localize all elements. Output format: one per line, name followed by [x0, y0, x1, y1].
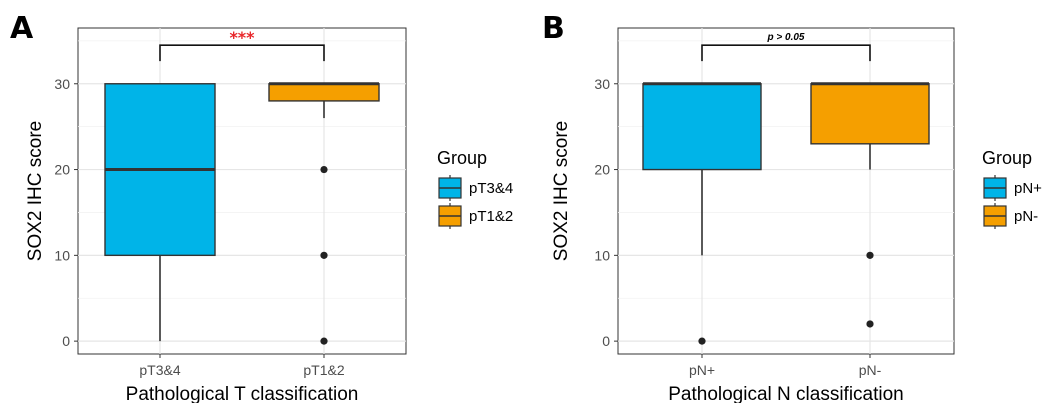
legend: Group pT3&4 pT1&2 [437, 148, 513, 229]
y-tick-label: 30 [54, 76, 70, 92]
significance-label: p > 0.05 [767, 32, 805, 43]
x-tick-label: pN- [859, 362, 882, 378]
legend-key [438, 203, 462, 229]
y-tick-label: 20 [594, 162, 610, 178]
boxplot-chart-b: B p > 0.05 0 10 20 30 pN+ pN- Pathological N … [542, 11, 1042, 403]
x-tick-label: pT1&2 [303, 362, 344, 378]
legend-title: Group [437, 148, 487, 168]
x-tick-label: pT3&4 [139, 362, 180, 378]
legend-key [438, 175, 462, 201]
legend-title: Group [982, 148, 1032, 168]
x-tick-label: pN+ [689, 362, 715, 378]
legend: Group pN+ pN- [982, 148, 1042, 229]
y-tick-label: 10 [594, 247, 610, 263]
box-first [642, 82, 762, 345]
outlier-point [320, 165, 328, 174]
legend-label: pN- [1014, 208, 1038, 225]
box-first [104, 83, 216, 342]
box-iqr [642, 83, 762, 171]
x-axis-title: Pathological T classification [126, 384, 359, 403]
legend-key [983, 175, 1007, 201]
box-iqr [268, 83, 380, 102]
outlier-point [698, 337, 706, 345]
outlier-point [866, 320, 874, 328]
y-axis-title: SOX2 IHC score [551, 121, 572, 261]
legend-label: pT3&4 [469, 180, 513, 197]
outlier-point [320, 251, 328, 259]
y-tick-label: 0 [602, 333, 610, 349]
plot-frame [617, 27, 955, 355]
y-tick-label: 0 [62, 333, 70, 349]
chart-panel-a: A *** 0 10 20 30 pT3&4 pT1&2 Pathological T c… [10, 11, 513, 403]
legend-label: pT1&2 [469, 208, 513, 225]
panel-letter: A [10, 11, 34, 46]
box-iqr [810, 83, 930, 145]
legend-label: pN+ [1014, 180, 1042, 197]
y-tick-label: 10 [54, 247, 70, 263]
y-axis-title: SOX2 IHC score [25, 121, 46, 261]
box-second [268, 82, 380, 345]
significance-label: *** [229, 28, 255, 47]
y-tick-label: 30 [594, 76, 610, 92]
x-axis-title: Pathological N classification [668, 384, 904, 403]
legend-key [983, 203, 1007, 229]
outlier-point [866, 251, 874, 259]
boxplot-chart-a: A *** 0 10 20 30 pT3&4 pT1&2 Pathological T c… [10, 11, 513, 403]
panel-letter: B [542, 11, 565, 46]
box-second [810, 82, 930, 328]
y-tick-label: 20 [54, 162, 70, 178]
significance-bracket [159, 44, 325, 62]
outlier-point [320, 337, 328, 345]
chart-panel-b: B p > 0.05 0 10 20 30 pN+ pN- Pathological N … [528, 0, 1056, 403]
significance-bracket [701, 44, 871, 62]
